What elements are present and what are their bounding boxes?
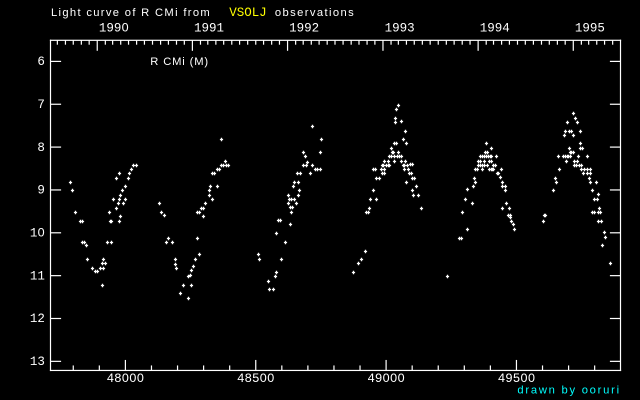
svg-text:48500: 48500	[237, 372, 275, 386]
svg-text:drawn by ooruri: drawn by ooruri	[517, 384, 619, 396]
svg-text:Light curve of R CMi from: Light curve of R CMi from	[51, 7, 210, 19]
svg-text:8: 8	[37, 141, 45, 155]
svg-text:49500: 49500	[498, 372, 536, 386]
svg-text:1991: 1991	[194, 22, 224, 36]
svg-text:VSOLJ: VSOLJ	[229, 6, 267, 20]
svg-text:7: 7	[37, 98, 45, 112]
svg-text:13: 13	[30, 355, 45, 369]
svg-text:9: 9	[37, 184, 45, 198]
svg-text:6: 6	[37, 55, 45, 69]
svg-text:1995: 1995	[575, 22, 605, 36]
svg-text:observations: observations	[275, 7, 354, 19]
svg-text:12: 12	[30, 312, 45, 326]
svg-text:1992: 1992	[289, 22, 319, 36]
svg-text:11: 11	[30, 269, 45, 283]
svg-text:1990: 1990	[99, 22, 129, 36]
svg-text:R CMi (M): R CMi (M)	[150, 56, 208, 68]
svg-text:1993: 1993	[385, 22, 415, 36]
svg-text:1994: 1994	[480, 22, 510, 36]
svg-text:10: 10	[30, 227, 45, 241]
